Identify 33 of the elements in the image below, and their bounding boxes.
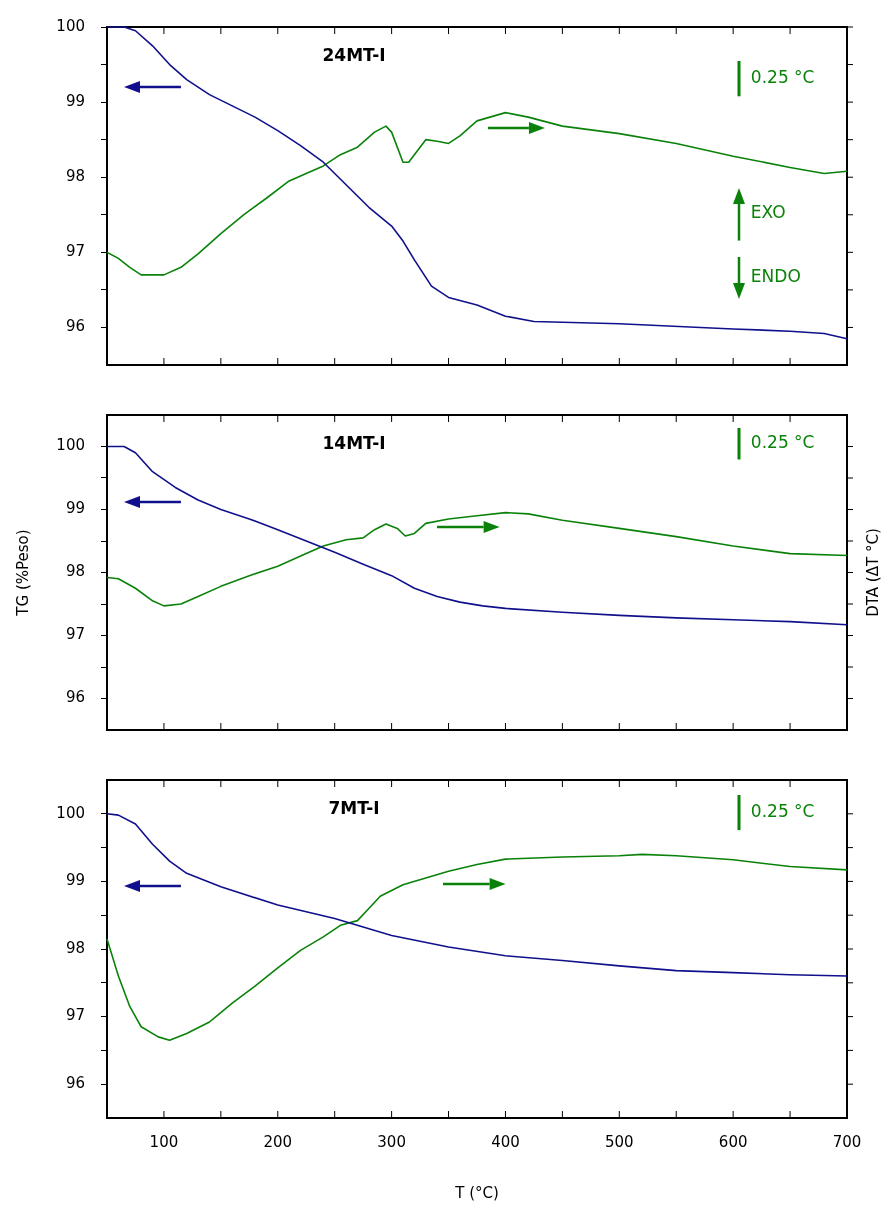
x-tick-label: 300 [377,1132,406,1151]
y2-axis-title: DTA (ΔT °C) [863,528,882,617]
x-tick-label: 200 [263,1132,293,1151]
x-tick-label: 700 [832,1132,862,1151]
y-tick-label: 97 [65,625,85,644]
y-tick-label: 96 [65,1074,85,1093]
y-tick-label: 97 [65,1006,85,1025]
y-tick-label: 100 [56,16,85,35]
text: 7MT-I [328,798,380,819]
y-tick-label: 97 [65,242,85,261]
y-tick-label: 99 [65,871,85,890]
y-tick-label: 96 [65,317,85,336]
y-axis-title: TG (%Peso) [13,529,32,617]
text: 24MT-I [322,45,386,66]
x-axis-title: T (°C) [454,1183,499,1202]
y-tick-label: 99 [65,499,85,518]
x-tick-label: 400 [491,1132,520,1151]
annotation: 0.25 °C [750,432,815,453]
y-tick-label: 99 [65,92,85,110]
x-tick-label: 100 [149,1132,179,1151]
annotation: EXO [750,202,786,223]
y-tick-label: 96 [65,688,85,707]
annotation: 0.25 °C [750,800,815,821]
y-tick-label: 100 [56,436,85,455]
annotation: 0.25 °C [750,66,815,87]
y-tick-label: 98 [65,167,85,186]
annotation: ENDO [750,266,801,287]
text: 14MT-I [322,433,386,454]
y-tick-label: 100 [56,803,85,822]
y-tick-label: 98 [65,938,85,957]
x-tick-label: 500 [604,1132,634,1151]
x-tick-label: 600 [718,1132,748,1151]
y-tick-label: 98 [65,562,85,581]
